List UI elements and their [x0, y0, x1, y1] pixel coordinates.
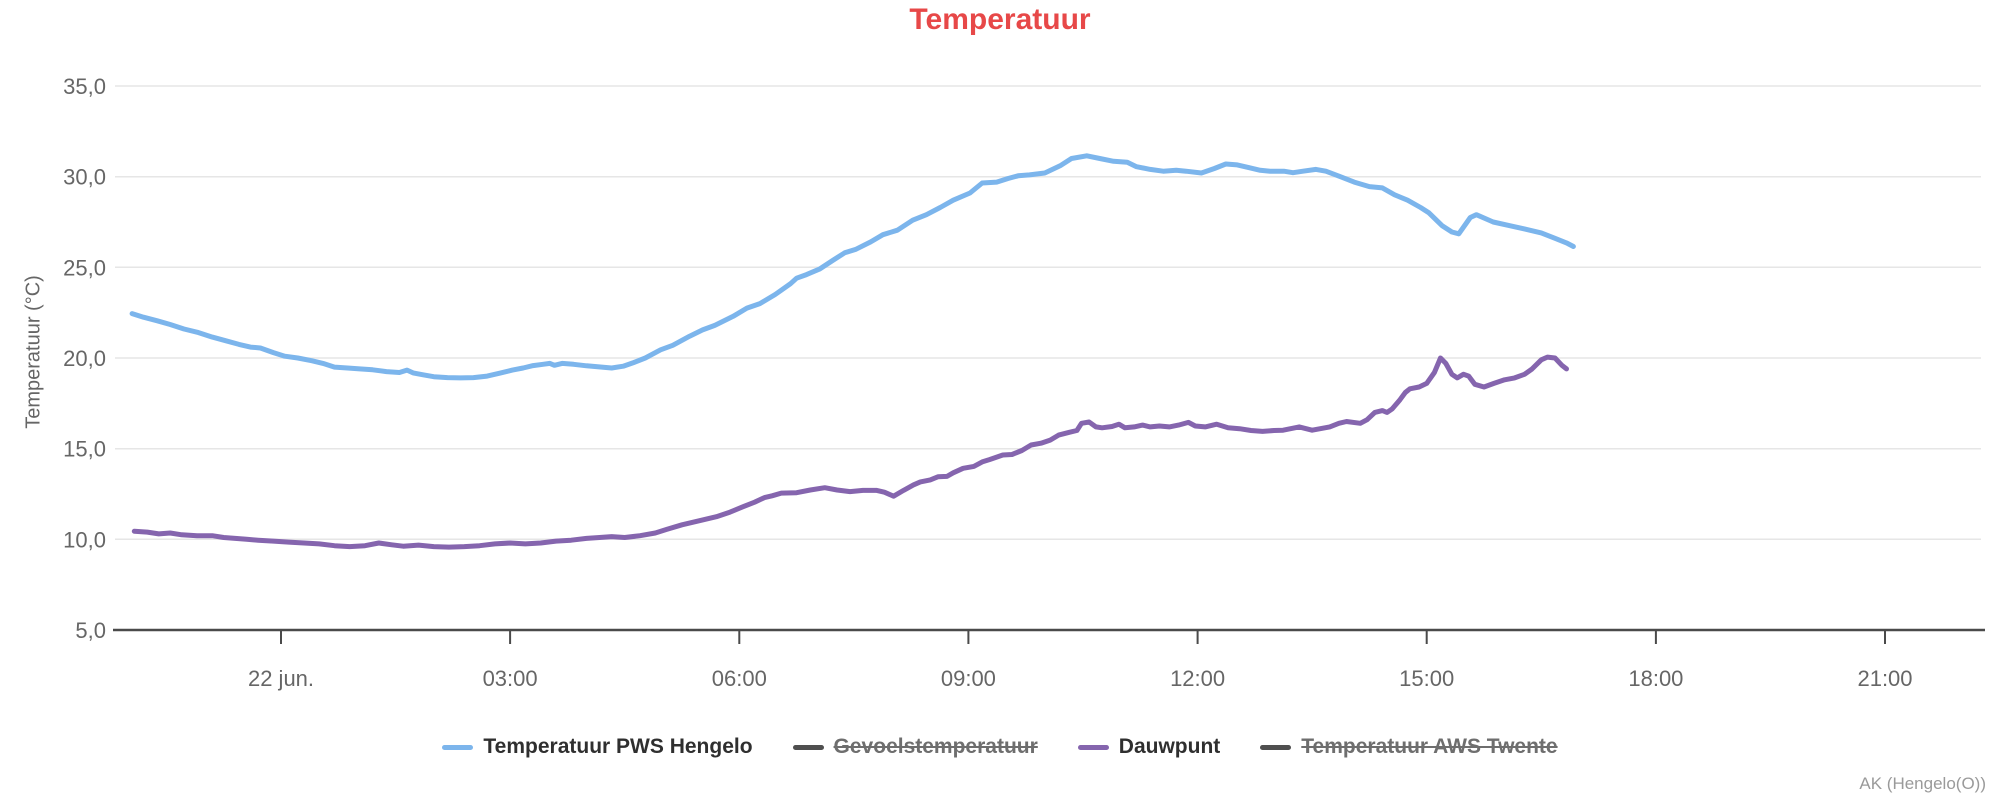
legend-item-temperatuur-aws-twente[interactable]: Temperatuur AWS Twente [1260, 735, 1558, 759]
legend-marker [442, 744, 474, 750]
legend-item-gevoelstemperatuur[interactable]: Gevoelstemperatuur [792, 735, 1038, 759]
legend-label: Temperatuur PWS Hengelo [483, 735, 753, 758]
chart-credits: AK (Hengelo(O)) [1859, 774, 1986, 793]
legend-item-temperatuur-pws-hengelo[interactable]: Temperatuur PWS Hengelo [442, 735, 753, 759]
series-line-temperatuur-pws-hengelo[interactable] [129, 153, 1576, 381]
x-tick-label: 06:00 [712, 666, 767, 691]
series-line-dauwpunt[interactable] [131, 354, 1569, 550]
legend-label: Gevoelstemperatuur [833, 735, 1038, 758]
y-tick-label: 15,0 [63, 437, 106, 462]
y-tick-label: 35,0 [63, 74, 106, 99]
y-tick-label: 20,0 [63, 346, 106, 371]
legend-item-dauwpunt[interactable]: Dauwpunt [1077, 735, 1221, 759]
y-tick-label: 5,0 [75, 618, 106, 643]
legend-label: Dauwpunt [1118, 735, 1221, 758]
legend-marker [1260, 744, 1292, 750]
x-tick-label: 15:00 [1399, 666, 1454, 691]
y-tick-label: 30,0 [63, 165, 106, 190]
y-tick-label: 25,0 [63, 255, 106, 280]
x-tick-label: 22 jun. [248, 666, 314, 691]
x-tick-label: 21:00 [1857, 666, 1912, 691]
x-tick-label: 18:00 [1628, 666, 1683, 691]
x-tick-label: 03:00 [483, 666, 538, 691]
x-tick-label: 12:00 [1170, 666, 1225, 691]
y-tick-label: 10,0 [63, 527, 106, 552]
legend: Temperatuur PWS Hengelo Gevoelstemperatuu… [0, 728, 2000, 766]
legend-marker [1077, 744, 1109, 750]
chart-title: Temperatuur [909, 3, 1091, 36]
legend-label: Temperatuur AWS Twente [1301, 735, 1558, 758]
x-tick-label: 09:00 [941, 666, 996, 691]
legend-marker [792, 744, 824, 750]
